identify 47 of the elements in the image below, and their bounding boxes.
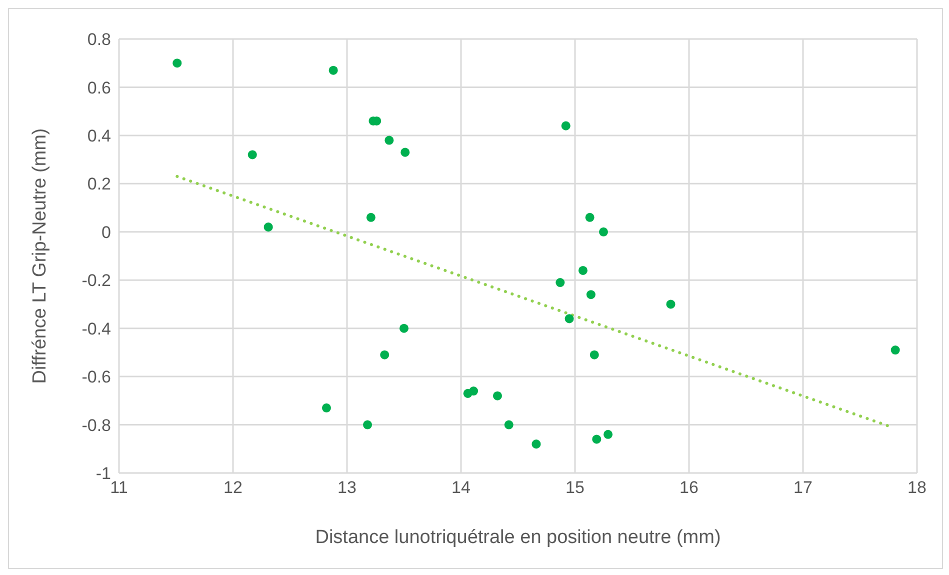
point: [564, 314, 574, 324]
x-tick-label: 16: [680, 478, 698, 498]
point: [400, 148, 410, 157]
x-tick-label: 12: [224, 478, 242, 498]
point: [586, 290, 596, 300]
point: [363, 420, 372, 430]
point: [492, 391, 502, 400]
y-tick-label: -1: [96, 464, 111, 484]
x-tick-label: 11: [110, 478, 128, 498]
point: [666, 300, 676, 309]
y-tick-label: 0.4: [87, 126, 111, 146]
point: [532, 440, 541, 449]
point: [264, 222, 273, 232]
point: [890, 346, 900, 355]
y-axis-title: Diffrénce LT Grip-Neutre (mm): [30, 128, 51, 384]
point: [399, 324, 409, 333]
x-tick-label: 17: [794, 478, 812, 498]
x-tick-label: 14: [452, 478, 470, 498]
x-tick-label: 13: [338, 478, 356, 498]
x-tick-label: 15: [566, 478, 584, 498]
y-tick-label: -0.4: [82, 319, 111, 338]
point: [380, 350, 390, 360]
y-tick-label: 0: [102, 222, 111, 242]
point: [172, 58, 182, 68]
x-axis-title: Distance lunotriquétrale en position neutre (mm): [315, 527, 721, 548]
y-tick-label: 0.8: [87, 30, 111, 50]
point: [366, 212, 376, 222]
point: [322, 403, 331, 412]
point: [328, 66, 338, 75]
point: [556, 278, 565, 288]
point: [384, 136, 394, 145]
point: [578, 266, 588, 275]
y-tick-label: 0.2: [87, 174, 111, 194]
point: [248, 150, 257, 160]
point: [504, 420, 514, 430]
point: [598, 227, 608, 236]
point: [604, 430, 613, 439]
y-tick-label: 0.6: [87, 78, 111, 98]
point: [469, 386, 478, 396]
point: [585, 212, 594, 222]
y-tick-label: -0.8: [82, 416, 111, 435]
y-tick-label: -0.2: [82, 271, 111, 290]
x-tick-label: 18: [908, 478, 926, 498]
point: [592, 434, 602, 444]
point: [561, 121, 570, 130]
y-tick-label: -0.6: [82, 368, 111, 387]
point: [590, 350, 599, 360]
